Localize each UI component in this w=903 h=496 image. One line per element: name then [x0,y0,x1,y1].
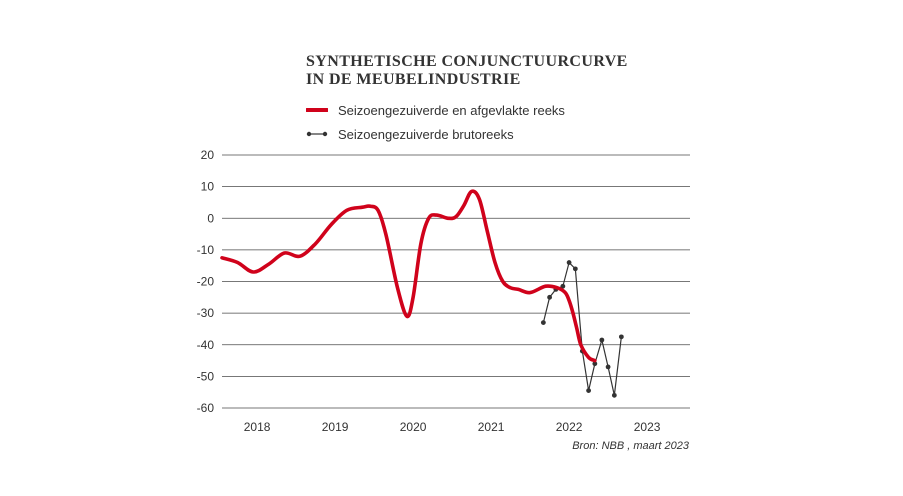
y-tick-label: 0 [207,211,214,225]
data-point-raw [586,388,591,394]
legend-swatch-smoothed [306,108,328,112]
y-tick-label: 10 [201,180,215,194]
y-tick-label: -40 [197,338,215,352]
data-point-raw [599,337,605,343]
data-point-raw [560,283,566,289]
data-point-raw [592,361,598,367]
x-tick-label: 2023 [634,420,661,434]
data-point-raw [618,334,624,340]
data-point-raw [547,294,552,300]
data-point-raw [540,320,546,326]
source-note: Bron: NBB , maart 2023 [572,440,689,452]
y-tick-label: -60 [197,401,215,415]
y-tick-label: 20 [201,148,215,162]
chart-title: SYNTHETISCHE CONJUNCTUURCURVE IN DE MEUB… [306,53,628,89]
chart-title-line-2: IN DE MEUBELINDUSTRIE [306,71,521,88]
legend-label-raw: Seizoengezuiverde brutoreeks [338,126,514,142]
x-tick-label: 2019 [322,420,349,434]
y-tick-label: -20 [197,275,215,289]
data-point-raw [611,392,617,398]
x-tick-label: 2018 [244,420,271,434]
y-tick-label: -10 [197,243,215,257]
data-point-raw [566,260,572,265]
chart-title-line-1: SYNTHETISCHE CONJUNCTUURCURVE [306,53,628,70]
series-line-raw [542,261,622,396]
x-tick-label: 2022 [556,420,583,434]
y-tick-label: -30 [197,306,215,320]
x-tick-label: 2021 [478,420,505,434]
y-tick-label: -50 [197,369,215,383]
data-point-raw [572,266,578,272]
legend-item-smoothed: Seizoengezuiverde en afgevlakte reeks [306,98,565,122]
legend-swatch-raw [306,131,328,137]
legend-item-raw: Seizoengezuiverde brutoreeks [306,122,565,146]
chart-legend: Seizoengezuiverde en afgevlakte reeks Se… [306,98,565,146]
data-point-raw [605,364,611,370]
legend-label-smoothed: Seizoengezuiverde en afgevlakte reeks [338,102,565,118]
x-tick-label: 2020 [400,420,427,434]
series-line-smoothed [220,189,597,363]
